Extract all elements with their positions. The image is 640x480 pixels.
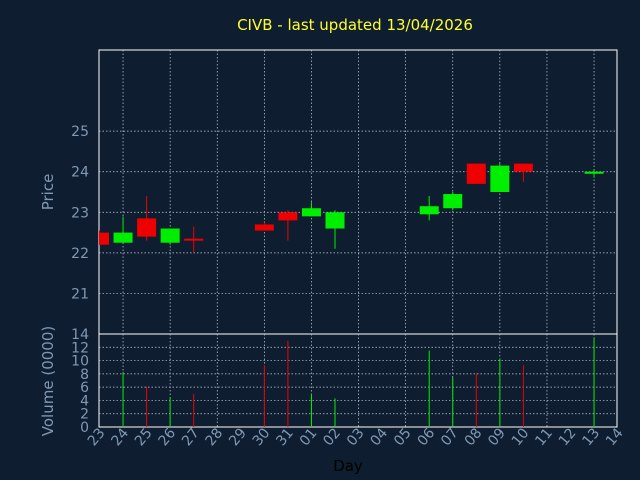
x-tick-label: 05 (391, 425, 415, 449)
volume-axis-label: Volume (0000) (39, 326, 57, 436)
price-tick-label: 21 (71, 286, 89, 302)
price-y-ticks: 21 22 23 24 25 (71, 124, 89, 302)
volume-bars (122, 337, 595, 427)
candle-body (490, 165, 510, 192)
x-tick-label: 09 (485, 425, 509, 449)
price-tick-label: 24 (71, 165, 89, 181)
candle-body (513, 163, 533, 172)
x-tick-label: 08 (462, 425, 486, 449)
volume-gridlines (99, 334, 617, 427)
candle-body (419, 206, 439, 215)
x-tick-label: 24 (108, 425, 132, 449)
x-tick-label: 28 (203, 425, 227, 449)
x-tick-label: 30 (250, 425, 274, 449)
x-tick-label: 03 (344, 425, 368, 449)
candlesticks (99, 163, 604, 253)
volume-tick-label: 8 (80, 367, 89, 383)
x-tick-label: 02 (320, 425, 344, 449)
chart-title: CIVB - last updated 13/04/2026 (237, 16, 473, 34)
x-tick-label: 29 (226, 425, 250, 449)
price-tick-label: 25 (71, 124, 89, 140)
x-tick-label: 31 (273, 425, 297, 449)
candle-body (160, 228, 180, 243)
x-axis-ticks: 23 24 25 26 27 28 29 30 31 01 02 03 04 05 06 07 08 09 10 11… (85, 425, 627, 449)
x-tick-label: 25 (132, 425, 156, 449)
x-tick-label: 10 (509, 425, 533, 449)
volume-tick-label: 6 (80, 380, 89, 396)
volume-tick-label: 0 (80, 420, 89, 436)
candle-body (325, 212, 345, 229)
x-axis-label: Day (333, 457, 363, 475)
volume-tick-label: 10 (71, 354, 89, 370)
candle-body (99, 232, 109, 245)
candle-body (466, 163, 486, 184)
volume-panel (98, 333, 618, 428)
price-axis-label: Price (39, 174, 57, 211)
price-tick-label: 23 (71, 205, 89, 221)
candle-body (278, 212, 298, 221)
volume-tick-label: 4 (80, 393, 89, 409)
x-tick-label: 26 (155, 425, 179, 449)
volume-tick-label: 2 (80, 407, 89, 423)
price-panel (98, 49, 618, 335)
x-tick-label: 04 (367, 425, 391, 449)
x-tick-label: 12 (556, 425, 580, 449)
price-gridlines (99, 50, 617, 334)
x-tick-label: 11 (532, 425, 556, 449)
volume-tick-label: 12 (71, 340, 89, 356)
x-tick-label: 13 (579, 425, 603, 449)
candle-body (254, 224, 274, 231)
price-tick-label: 22 (71, 246, 89, 262)
candle-body (137, 218, 157, 237)
candle-body (184, 238, 204, 241)
volume-tick-label: 14 (71, 327, 89, 343)
candle-body (443, 194, 463, 209)
x-tick-label: 14 (603, 425, 627, 449)
x-tick-label: 06 (415, 425, 439, 449)
x-tick-label: 27 (179, 425, 203, 449)
x-tick-label: 07 (438, 425, 462, 449)
candle-body (584, 171, 604, 174)
x-tick-label: 01 (297, 425, 321, 449)
candle-body (113, 232, 133, 243)
candle-body (301, 208, 321, 217)
